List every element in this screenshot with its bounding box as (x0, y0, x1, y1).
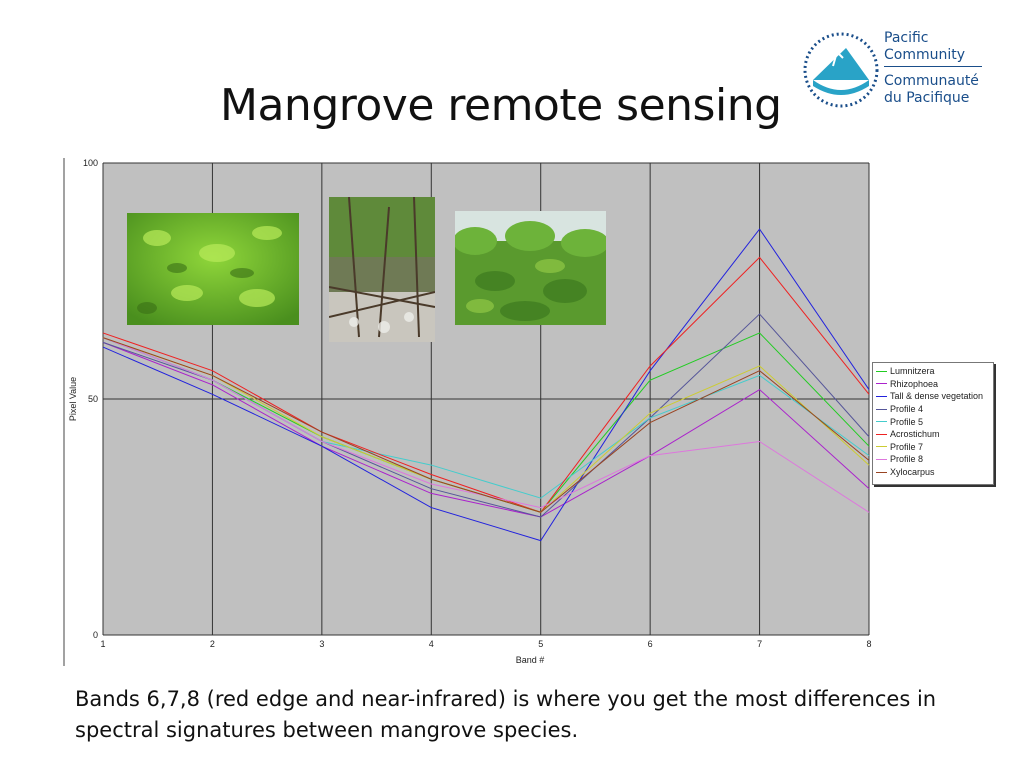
legend-swatch (876, 433, 887, 435)
series-line (102, 228, 870, 542)
legend-swatch (876, 458, 887, 460)
y-tick-label: 0 (93, 630, 98, 640)
series-lines (102, 228, 870, 542)
legend-entry: Profile 8 (873, 453, 993, 466)
logo-line-community: Community (884, 47, 966, 63)
logo-text: Pacific Community Communauté du Pacifiqu… (884, 30, 982, 107)
mangrove-photo-1 (127, 213, 299, 325)
y-tick-label: 100 (83, 158, 98, 168)
series-line (102, 256, 870, 513)
logo-line-communaute: Communauté (884, 73, 979, 89)
mangrove-photo-3 (455, 211, 606, 325)
legend-entry: Profile 5 (873, 415, 993, 428)
pacific-community-logo (803, 32, 879, 108)
legend-label: Profile 4 (890, 404, 924, 415)
legend-swatch (876, 383, 887, 385)
legend-label: Lumnitzera (890, 366, 935, 377)
legend-entry: Lumnitzera (873, 365, 993, 378)
slide-caption: Bands 6,7,8 (red edge and near-infrared)… (75, 684, 975, 746)
logo-line-pacific: Pacific (884, 30, 929, 46)
legend-swatch (876, 421, 887, 423)
caption-line-1: Bands 6,7,8 (red edge and near-infrared)… (75, 687, 937, 711)
legend-label: Profile 8 (890, 454, 924, 465)
legend-label: Profile 5 (890, 416, 924, 427)
mangrove-photo-2 (329, 197, 435, 342)
legend-swatch (876, 471, 887, 473)
legend-entry: Rhizophoea (873, 378, 993, 391)
logo-line-du-pacifique: du Pacifique (884, 90, 970, 106)
y-axis-label: Pixel Value (68, 377, 78, 421)
legend-swatch (876, 408, 887, 410)
legend-label: Xylocarpus (890, 467, 935, 478)
legend-entry: Acrostichum (873, 428, 993, 441)
series-line (102, 341, 870, 518)
legend-entry: Xylocarpus (873, 466, 993, 479)
slide-title: Mangrove remote sensing (220, 80, 782, 131)
x-tick-label: 1 (100, 639, 105, 649)
legend-label: Profile 7 (890, 441, 924, 452)
y-tick-label: 50 (88, 394, 98, 404)
legend-label: Tall & dense vegetation (890, 391, 984, 402)
legend-swatch (876, 395, 887, 397)
legend-entry: Profile 7 (873, 441, 993, 454)
legend-label: Acrostichum (890, 429, 940, 440)
series-line (102, 337, 870, 513)
grid (102, 162, 870, 636)
x-tick-label: 4 (429, 639, 434, 649)
tick-labels: 1 2 3 4 5 6 7 8 0 50 100 (83, 158, 872, 649)
x-tick-label: 2 (210, 639, 215, 649)
x-tick-label: 6 (648, 639, 653, 649)
x-tick-label: 8 (866, 639, 871, 649)
x-tick-label: 7 (757, 639, 762, 649)
caption-line-2: spectral signatures between mangrove spe… (75, 718, 579, 742)
legend-swatch (876, 370, 887, 372)
legend-label: Rhizophoea (890, 378, 939, 389)
legend-entry: Tall & dense vegetation (873, 390, 993, 403)
x-axis-label: Band # (516, 655, 545, 665)
legend-swatch (876, 446, 887, 448)
x-tick-label: 5 (538, 639, 543, 649)
chart-legend: Lumnitzera Rhizophoea Tall & dense vegetat… (872, 362, 994, 485)
legend-entry: Profile 4 (873, 403, 993, 416)
x-tick-label: 3 (319, 639, 324, 649)
logo-divider (884, 66, 982, 73)
